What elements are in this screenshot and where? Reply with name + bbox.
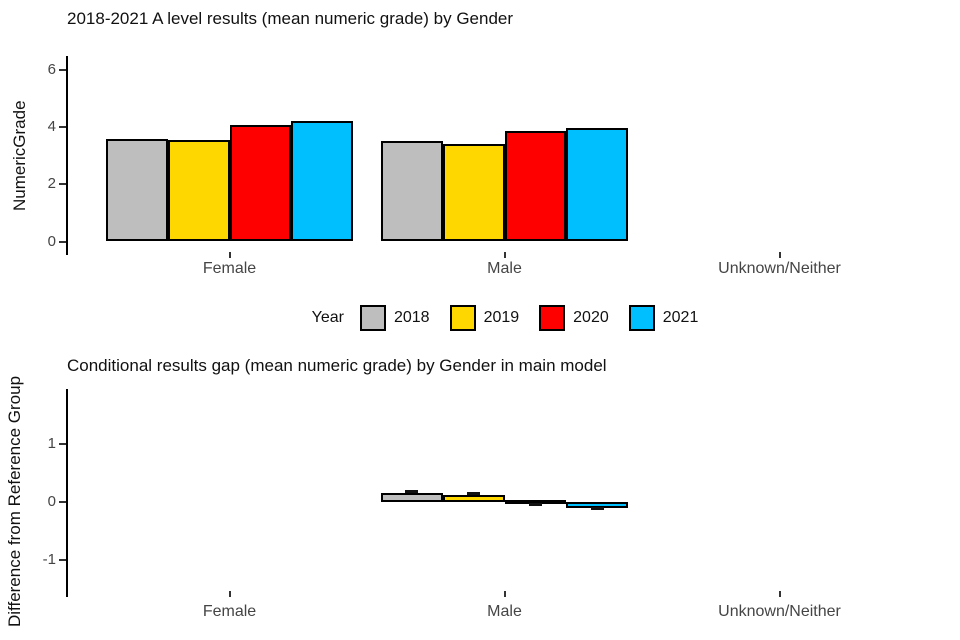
y-axis-line — [66, 56, 68, 255]
bottom-chart-y-axis-title: Difference from Reference Group — [5, 375, 24, 627]
y-tick-mark — [59, 68, 66, 71]
legend-swatch-2020 — [539, 305, 566, 331]
bar-male-2020 — [504, 130, 567, 242]
legend-title: Year — [311, 309, 344, 326]
y-tick-label: 0 — [47, 493, 56, 510]
y-tick-mark — [59, 501, 66, 503]
x-tick-label-male: Male — [487, 603, 522, 620]
bar-male-2021 — [566, 502, 628, 508]
bar-male-2021 — [566, 127, 628, 242]
y-tick-mark — [59, 126, 66, 129]
y-tick-mark — [59, 183, 66, 186]
bar-male-2018 — [381, 141, 443, 242]
x-tick-label-female: Female — [202, 603, 257, 620]
bar-male-2018 — [381, 492, 443, 502]
bar-male-2020 — [504, 500, 567, 504]
y-tick-mark — [59, 240, 66, 243]
top-chart-title: 2018-2021 A level results (mean numeric … — [67, 9, 514, 28]
x-tick-mark-male — [503, 252, 506, 258]
bar-female-2019 — [167, 139, 230, 242]
legend-swatch-2018 — [359, 305, 386, 331]
bar-male-2019 — [442, 144, 505, 242]
y-axis-line — [66, 389, 68, 597]
x-tick-mark-unknown-neither — [778, 591, 781, 597]
errorbar-male-2021 — [590, 507, 604, 511]
legend-item-2021: 2021 — [628, 305, 699, 331]
y-tick-mark — [59, 559, 66, 561]
x-tick-label-male: Male — [487, 260, 522, 277]
legend-item-2018: 2018 — [359, 305, 430, 331]
x-tick-mark-male — [503, 591, 506, 597]
x-tick-label-female: Female — [202, 260, 257, 277]
x-tick-mark-female — [228, 252, 231, 258]
y-tick-label: 1 — [47, 435, 56, 452]
legend-label-2021: 2021 — [662, 309, 699, 326]
errorbar-male-2019 — [467, 492, 481, 496]
top-chart-y-axis-title: NumericGrade — [10, 100, 29, 212]
legend-item-2019: 2019 — [449, 305, 520, 331]
x-tick-label-unknown-neither: Unknown/Neither — [718, 260, 841, 277]
legend-item-2020: 2020 — [539, 305, 609, 331]
legend-label-2020: 2020 — [573, 309, 609, 326]
legend-swatch-2019 — [449, 305, 476, 331]
errorbar-male-2018 — [405, 490, 419, 494]
errorbar-male-2020 — [528, 502, 542, 506]
bar-female-2018 — [106, 138, 168, 242]
y-tick-label: -1 — [42, 551, 56, 568]
x-tick-mark-female — [228, 591, 231, 597]
bar-female-2020 — [229, 125, 292, 242]
legend-swatch-2021 — [628, 305, 655, 331]
y-tick-mark — [59, 443, 66, 445]
legend: Year 2018 2019 2020 2021 — [100, 303, 910, 333]
bottom-chart-title: Conditional results gap (mean numeric gr… — [67, 356, 607, 375]
bar-female-2021 — [291, 121, 353, 242]
x-tick-mark-unknown-neither — [778, 252, 781, 258]
legend-label-2019: 2019 — [483, 309, 520, 326]
bar-male-2019 — [442, 495, 505, 502]
legend-label-2018: 2018 — [393, 309, 430, 326]
x-tick-label-unknown-neither: Unknown/Neither — [718, 603, 841, 620]
